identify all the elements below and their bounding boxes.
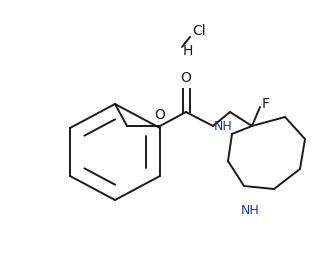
Text: H: H [183,44,193,58]
Text: Cl: Cl [192,24,206,38]
Text: NH: NH [241,204,259,217]
Text: NH: NH [214,119,233,133]
Text: O: O [181,71,191,85]
Text: O: O [154,108,165,122]
Text: F: F [262,97,270,111]
